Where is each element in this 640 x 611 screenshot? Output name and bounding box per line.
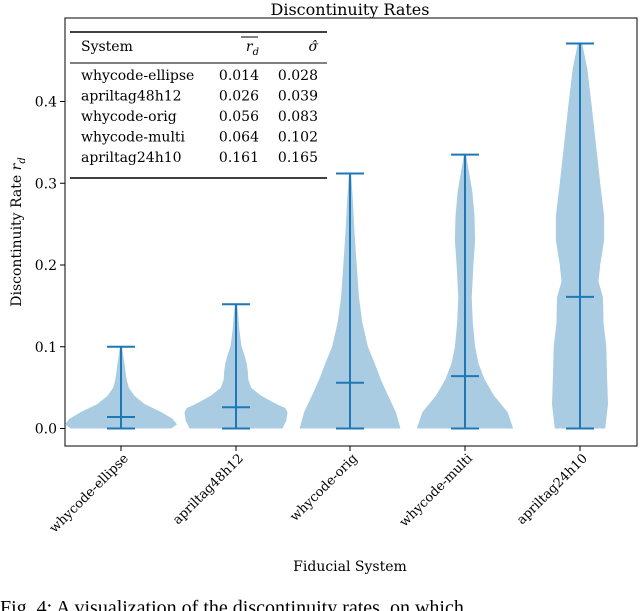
x-axis: whycode-ellipse apriltag48h12 whycode-orig… xyxy=(47,446,591,536)
chart-title: Discontinuity Rates xyxy=(271,0,430,19)
stats-row-system: whycode-orig xyxy=(81,109,177,125)
y-axis-title: Discontinuity Rate rd xyxy=(9,157,28,306)
stats-table-background xyxy=(65,18,329,179)
x-tick-label: apriltag48h12 xyxy=(170,451,247,528)
x-tick-label: whycode-multi xyxy=(397,451,476,530)
stats-row-system: whycode-ellipse xyxy=(81,68,194,84)
stats-table: System rd σ̂ whycode-ellipse 0.014 0.028 april… xyxy=(65,18,329,179)
y-tick-label: 0.3 xyxy=(35,176,57,192)
stats-row-mean: 0.026 xyxy=(219,89,259,105)
y-tick-label: 0.0 xyxy=(35,422,57,438)
stats-row-std: 0.028 xyxy=(278,68,318,84)
stats-row-mean: 0.014 xyxy=(219,68,259,84)
stats-row-std: 0.039 xyxy=(278,89,318,105)
stats-row-std: 0.165 xyxy=(278,150,318,166)
y-axis-title-main: Discontinuity Rate xyxy=(9,175,25,307)
stats-row-system: whycode-multi xyxy=(81,130,186,146)
y-axis: 0.0 0.1 0.2 0.3 0.4 xyxy=(35,95,65,438)
stats-row-std: 0.102 xyxy=(278,130,318,146)
stats-row-mean: 0.056 xyxy=(219,109,259,125)
figure-caption: Fig. 4: A visualization of the discontin… xyxy=(0,597,464,611)
x-axis-title: Fiducial System xyxy=(293,559,407,575)
y-tick-label: 0.2 xyxy=(35,258,57,274)
violins xyxy=(65,42,608,430)
stats-header-mean-subscript: d xyxy=(253,47,259,58)
x-tick-label: whycode-orig xyxy=(287,451,360,524)
stats-row-system: apriltag24h10 xyxy=(81,150,182,166)
plot-area xyxy=(64,17,638,447)
x-tick-label: apriltag24h10 xyxy=(514,451,591,528)
stats-row-std: 0.083 xyxy=(278,109,318,125)
stats-row-system: apriltag48h12 xyxy=(81,89,182,105)
y-tick-label: 0.4 xyxy=(35,95,57,111)
x-tick-label: whycode-ellipse xyxy=(47,451,132,536)
y-axis-title-subscript: d xyxy=(17,157,28,163)
stats-header-system: System xyxy=(81,39,133,55)
stats-header-mean: rd xyxy=(246,39,259,58)
stats-header-mean-symbol: r xyxy=(246,39,254,55)
y-axis-title-symbol: r xyxy=(9,162,25,170)
stats-row-mean: 0.064 xyxy=(219,130,259,146)
y-tick-label: 0.1 xyxy=(35,340,57,356)
stats-row-mean: 0.161 xyxy=(219,150,259,166)
stats-header-std: σ̂ xyxy=(308,39,318,55)
